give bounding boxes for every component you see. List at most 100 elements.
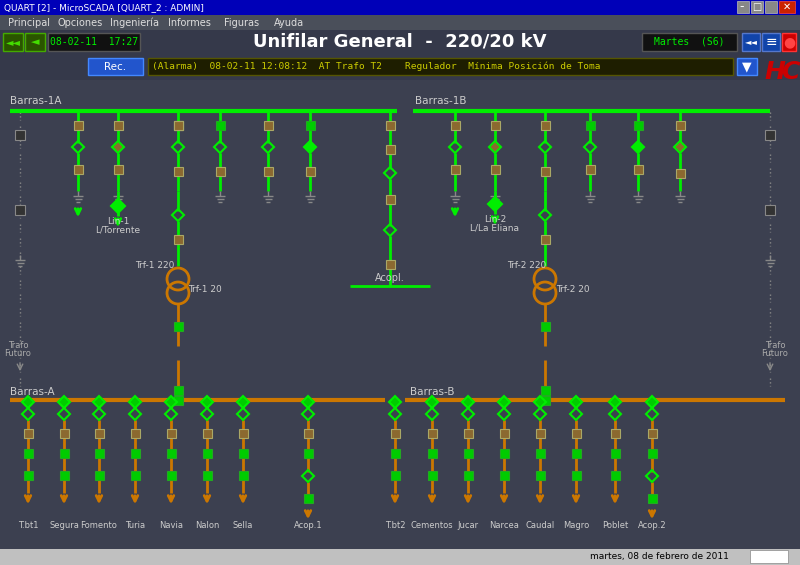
FancyBboxPatch shape: [202, 428, 211, 437]
Text: Magro: Magro: [563, 520, 589, 529]
FancyBboxPatch shape: [15, 205, 25, 215]
Text: Sella: Sella: [233, 520, 253, 529]
FancyBboxPatch shape: [202, 449, 211, 458]
FancyBboxPatch shape: [23, 428, 33, 437]
FancyBboxPatch shape: [427, 449, 437, 458]
FancyBboxPatch shape: [238, 428, 247, 437]
FancyBboxPatch shape: [750, 550, 788, 563]
FancyBboxPatch shape: [499, 428, 509, 437]
Polygon shape: [112, 141, 124, 153]
Polygon shape: [609, 396, 621, 408]
FancyBboxPatch shape: [238, 449, 247, 458]
Text: H: H: [765, 60, 786, 84]
FancyBboxPatch shape: [166, 449, 175, 458]
FancyBboxPatch shape: [94, 449, 103, 458]
FancyBboxPatch shape: [306, 167, 314, 176]
FancyBboxPatch shape: [647, 428, 657, 437]
Text: ◄◄: ◄◄: [745, 37, 758, 46]
FancyBboxPatch shape: [386, 194, 394, 203]
Text: Acop.1: Acop.1: [294, 520, 322, 529]
FancyBboxPatch shape: [386, 259, 394, 268]
FancyBboxPatch shape: [463, 428, 473, 437]
FancyBboxPatch shape: [571, 471, 581, 480]
Text: Futuro: Futuro: [762, 349, 789, 358]
Text: Poblet: Poblet: [602, 520, 628, 529]
FancyBboxPatch shape: [25, 33, 45, 51]
FancyBboxPatch shape: [15, 130, 25, 140]
Text: Lin-2: Lin-2: [484, 215, 506, 224]
FancyBboxPatch shape: [59, 449, 69, 458]
Text: ◄◄: ◄◄: [6, 37, 21, 47]
Text: Trafo: Trafo: [765, 341, 786, 350]
Text: Jucar: Jucar: [458, 520, 478, 529]
FancyBboxPatch shape: [174, 385, 182, 394]
Polygon shape: [302, 396, 314, 408]
FancyBboxPatch shape: [450, 120, 459, 129]
FancyBboxPatch shape: [3, 33, 23, 51]
Polygon shape: [489, 141, 501, 153]
Polygon shape: [534, 396, 546, 408]
Text: Trf-2 20: Trf-2 20: [556, 285, 590, 293]
FancyBboxPatch shape: [114, 120, 122, 129]
FancyBboxPatch shape: [541, 321, 550, 331]
Text: ≡: ≡: [765, 35, 777, 49]
FancyBboxPatch shape: [571, 449, 581, 458]
FancyBboxPatch shape: [634, 164, 642, 173]
FancyBboxPatch shape: [762, 33, 780, 51]
Text: Fomento: Fomento: [81, 520, 118, 529]
FancyBboxPatch shape: [765, 130, 775, 140]
FancyBboxPatch shape: [610, 428, 619, 437]
Polygon shape: [129, 396, 141, 408]
Polygon shape: [58, 396, 70, 408]
Text: Barras-A: Barras-A: [10, 387, 54, 397]
FancyBboxPatch shape: [0, 30, 800, 55]
FancyBboxPatch shape: [94, 428, 103, 437]
Polygon shape: [426, 396, 438, 408]
FancyBboxPatch shape: [174, 120, 182, 129]
Text: ●: ●: [783, 35, 795, 49]
FancyBboxPatch shape: [742, 33, 760, 51]
FancyBboxPatch shape: [94, 471, 103, 480]
FancyBboxPatch shape: [647, 449, 657, 458]
FancyBboxPatch shape: [166, 428, 175, 437]
Polygon shape: [462, 396, 474, 408]
Text: Acopl.: Acopl.: [375, 273, 405, 283]
FancyBboxPatch shape: [0, 549, 800, 565]
FancyBboxPatch shape: [541, 396, 550, 405]
FancyBboxPatch shape: [0, 0, 800, 15]
FancyBboxPatch shape: [23, 449, 33, 458]
Polygon shape: [237, 396, 249, 408]
Text: Principal: Principal: [8, 18, 50, 28]
FancyBboxPatch shape: [23, 471, 33, 480]
Polygon shape: [498, 396, 510, 408]
FancyBboxPatch shape: [174, 120, 182, 129]
FancyBboxPatch shape: [386, 120, 394, 129]
Polygon shape: [93, 396, 105, 408]
Polygon shape: [632, 141, 644, 153]
FancyBboxPatch shape: [303, 449, 313, 458]
Text: T.bt1: T.bt1: [18, 520, 38, 529]
Text: 08-02-11  17:27: 08-02-11 17:27: [50, 37, 138, 47]
Text: ▼: ▼: [742, 60, 752, 73]
Text: Ayuda: Ayuda: [274, 18, 304, 28]
FancyBboxPatch shape: [74, 120, 82, 129]
Text: -: -: [740, 1, 744, 14]
FancyBboxPatch shape: [535, 471, 545, 480]
FancyBboxPatch shape: [634, 120, 642, 129]
FancyBboxPatch shape: [390, 428, 399, 437]
Text: (Alarma)  08-02-11 12:08:12  AT Trafo T2    Regulador  Mínima Posición de Toma: (Alarma) 08-02-11 12:08:12 AT Trafo T2 R…: [152, 62, 601, 71]
FancyBboxPatch shape: [306, 120, 314, 129]
FancyBboxPatch shape: [535, 449, 545, 458]
Text: Ingeniería: Ingeniería: [110, 18, 159, 28]
FancyBboxPatch shape: [390, 471, 399, 480]
Polygon shape: [674, 141, 686, 153]
Polygon shape: [165, 396, 177, 408]
FancyBboxPatch shape: [59, 471, 69, 480]
FancyBboxPatch shape: [0, 80, 800, 548]
Text: Trf-2 220: Trf-2 220: [507, 262, 546, 271]
FancyBboxPatch shape: [535, 428, 545, 437]
FancyBboxPatch shape: [130, 471, 139, 480]
FancyBboxPatch shape: [88, 58, 143, 75]
Text: T.bt2: T.bt2: [385, 520, 406, 529]
Text: Segura: Segura: [49, 520, 79, 529]
